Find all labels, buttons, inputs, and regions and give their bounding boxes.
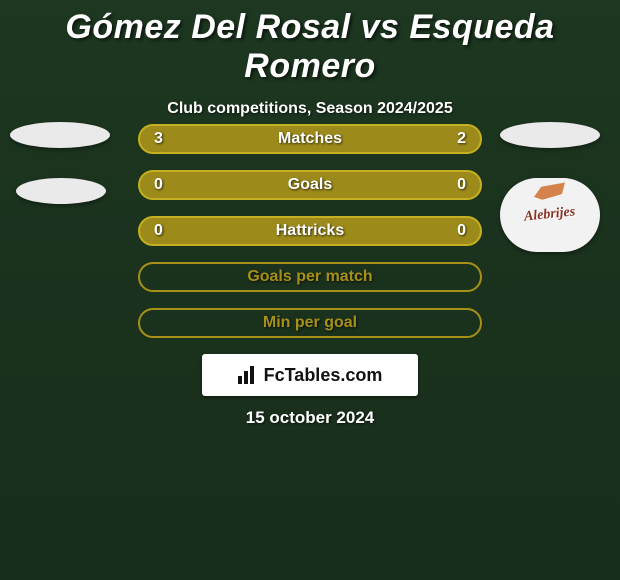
stat-row-goals-per-match: Goals per match [138,262,482,292]
comparison-card: Gómez Del Rosal vs Esqueda Romero Club c… [0,0,620,580]
left-team-badges [10,122,110,234]
club-logo: Alebrijes [500,178,600,252]
bar-chart-icon [238,366,258,384]
page-title: Gómez Del Rosal vs Esqueda Romero [0,0,620,86]
stat-left-value: 0 [154,176,163,194]
date-label: 15 october 2024 [0,408,620,428]
stat-right-value: 2 [457,130,466,148]
stat-label: Hattricks [276,222,344,240]
stat-label: Matches [278,130,342,148]
brand-label: FcTables.com [264,365,383,386]
stat-right-value: 0 [457,176,466,194]
stat-label: Goals [288,176,332,194]
stat-row-hattricks: 0 Hattricks 0 [138,216,482,246]
stat-row-goals: 0 Goals 0 [138,170,482,200]
brand-box[interactable]: FcTables.com [202,354,418,396]
stat-left-value: 3 [154,130,163,148]
stat-right-value: 0 [457,222,466,240]
team-badge-placeholder [16,178,106,204]
team-badge-placeholder [10,122,110,148]
right-team-badges: Alebrijes [500,122,600,252]
subtitle: Club competitions, Season 2024/2025 [0,100,620,118]
stat-row-min-per-goal: Min per goal [138,308,482,338]
club-logo-text: Alebrijes [524,204,577,225]
stat-row-matches: 3 Matches 2 [138,124,482,154]
team-badge-placeholder [500,122,600,148]
stat-label: Min per goal [263,314,357,332]
stat-left-value: 0 [154,222,163,240]
stat-label: Goals per match [247,268,372,286]
stats-rows: 3 Matches 2 0 Goals 0 0 Hattricks 0 Goal… [138,124,482,354]
